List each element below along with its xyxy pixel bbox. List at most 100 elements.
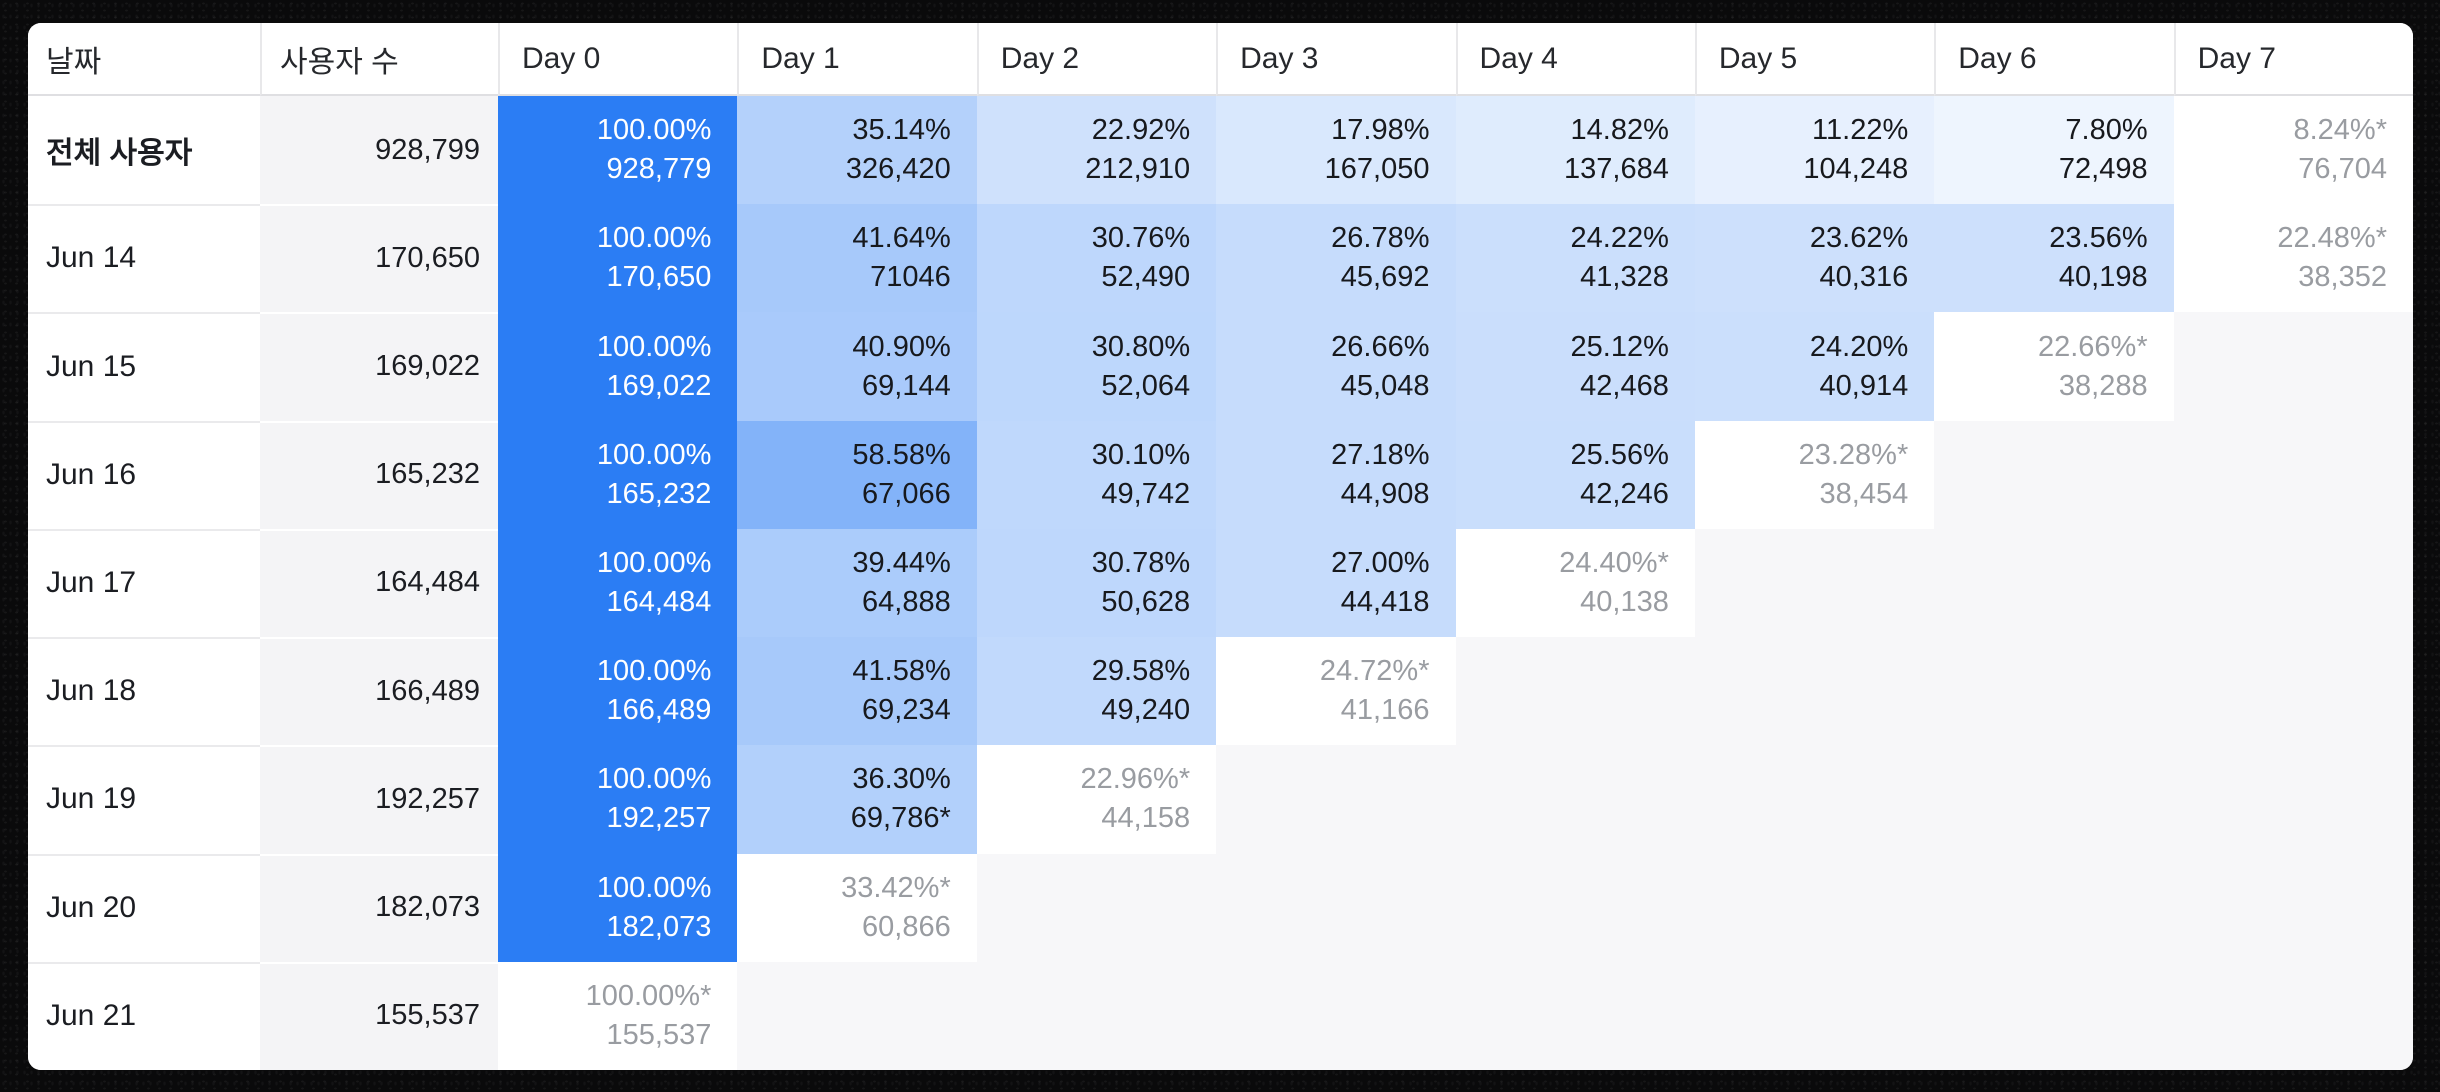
retention-cell-day-0[interactable]: 100.00% 182,073 (498, 853, 738, 962)
retention-cell-day-4 (1455, 637, 1695, 746)
retention-percent: 23.62% (1809, 222, 1909, 255)
retention-cell-day-1[interactable]: 39.44% 64,888 (737, 528, 977, 638)
retention-count: 52,490 (1101, 261, 1191, 294)
users-count: 155,537 (260, 961, 498, 1070)
retention-percent: 27.00% (1331, 546, 1430, 579)
retention-percent: 22.92% (1091, 114, 1191, 147)
retention-cell-day-0[interactable]: 100.00% 165,232 (498, 420, 738, 529)
retention-percent: 100.00%* (585, 979, 712, 1012)
retention-cell-day-5[interactable]: 23.62% 40,316 (1694, 204, 1935, 313)
retention-count: 40,914 (1819, 369, 1909, 402)
retention-cell-day-2[interactable]: 30.10% 49,742 (976, 420, 1217, 529)
retention-cell-day-4[interactable]: 25.56% 42,246 (1455, 420, 1695, 529)
retention-count: 45,048 (1340, 369, 1430, 402)
retention-cell-day-3[interactable]: 27.00% 44,418 (1216, 528, 1456, 638)
retention-cell-day-3[interactable]: 17.98% 167,050 (1216, 96, 1456, 205)
retention-percent: 24.72%* (1319, 655, 1430, 688)
retention-count: 67,066 (862, 477, 951, 510)
retention-count: 166,489 (606, 694, 712, 727)
retention-cell-day-1[interactable]: 58.58% 67,066 (737, 420, 977, 529)
retention-cell-day-7 (2173, 637, 2413, 746)
retention-cell-day-1 (737, 961, 977, 1070)
retention-cell-day-4[interactable]: 25.12% 42,468 (1455, 312, 1695, 421)
retention-cell-day-7[interactable]: 8.24%* 76,704 (2173, 96, 2413, 205)
retention-cell-day-6 (1934, 528, 2174, 638)
retention-count: 170,650 (606, 261, 712, 294)
retention-percent: 26.78% (1331, 222, 1430, 255)
retention-count: 49,240 (1101, 694, 1191, 727)
retention-cell-day-1[interactable]: 35.14% 326,420 (737, 96, 977, 205)
retention-cell-day-7[interactable]: 22.48%* 38,352 (2173, 204, 2413, 313)
retention-cell-day-0[interactable]: 100.00% 166,489 (498, 637, 738, 746)
retention-count: 326,420 (845, 153, 951, 186)
retention-cell-day-0[interactable]: 100.00% 928,779 (498, 96, 738, 205)
retention-count: 42,468 (1580, 369, 1669, 402)
retention-cell-day-1[interactable]: 41.58% 69,234 (737, 637, 977, 746)
retention-percent: 24.40%* (1559, 546, 1669, 579)
column-header-date: 날짜 (28, 23, 260, 96)
retention-cell-day-5 (1694, 853, 1935, 962)
retention-cell-day-6[interactable]: 7.80% 72,498 (1934, 96, 2174, 205)
retention-cell-day-4[interactable]: 24.22% 41,328 (1455, 204, 1695, 313)
retention-count: 45,692 (1340, 261, 1430, 294)
row-label: Jun 21 (28, 961, 260, 1070)
users-count: 928,799 (260, 96, 498, 205)
retention-cell-day-1[interactable]: 33.42%* 60,866 (737, 853, 977, 962)
retention-cell-day-2[interactable]: 30.78% 50,628 (976, 528, 1217, 638)
retention-cell-day-2[interactable]: 30.80% 52,064 (976, 312, 1217, 421)
retention-cell-day-1[interactable]: 40.90% 69,144 (737, 312, 977, 421)
retention-cell-day-2 (976, 961, 1217, 1070)
retention-cell-day-4[interactable]: 24.40%* 40,138 (1455, 528, 1695, 638)
retention-cell-day-0[interactable]: 100.00%* 155,537 (498, 961, 738, 1070)
retention-cell-day-3[interactable]: 26.66% 45,048 (1216, 312, 1456, 421)
retention-cell-day-2[interactable]: 22.92% 212,910 (976, 96, 1217, 205)
retention-cell-day-5[interactable]: 23.28%* 38,454 (1694, 420, 1935, 529)
row-label: Jun 17 (28, 528, 260, 638)
retention-percent: 41.64% (852, 222, 951, 255)
retention-cell-day-6 (1934, 961, 2174, 1070)
retention-percent: 30.76% (1091, 222, 1191, 255)
retention-count: 38,352 (2298, 261, 2387, 294)
retention-cell-day-1[interactable]: 36.30% 69,786* (737, 745, 977, 854)
retention-percent: 26.66% (1331, 330, 1430, 363)
retention-cell-day-4[interactable]: 14.82% 137,684 (1455, 96, 1695, 205)
retention-cell-day-2 (976, 853, 1217, 962)
retention-cell-day-6 (1934, 420, 2174, 529)
retention-percent: 22.48%* (2277, 222, 2387, 255)
row-label: 전체 사용자 (28, 96, 260, 205)
retention-cell-day-0[interactable]: 100.00% 170,650 (498, 204, 738, 313)
retention-cell-day-0[interactable]: 100.00% 169,022 (498, 312, 738, 421)
retention-cell-day-0[interactable]: 100.00% 164,484 (498, 528, 738, 638)
users-count: 192,257 (260, 745, 498, 854)
column-header-day-3: Day 3 (1216, 23, 1456, 96)
retention-cell-day-2[interactable]: 30.76% 52,490 (976, 204, 1217, 313)
retention-count: 69,144 (862, 369, 951, 402)
retention-percent: 23.28%* (1798, 438, 1909, 471)
retention-percent: 58.58% (852, 438, 951, 471)
retention-cell-day-6 (1934, 637, 2174, 746)
retention-cell-day-3[interactable]: 24.72%* 41,166 (1216, 637, 1456, 746)
retention-cell-day-5[interactable]: 24.20% 40,914 (1694, 312, 1935, 421)
retention-percent: 14.82% (1570, 114, 1669, 147)
retention-count: 137,684 (1564, 153, 1669, 186)
retention-cell-day-2[interactable]: 29.58% 49,240 (976, 637, 1217, 746)
retention-cell-day-0[interactable]: 100.00% 192,257 (498, 745, 738, 854)
retention-count: 44,158 (1101, 802, 1191, 835)
retention-count: 164,484 (606, 585, 712, 618)
retention-cell-day-3[interactable]: 26.78% 45,692 (1216, 204, 1456, 313)
retention-cell-day-3[interactable]: 27.18% 44,908 (1216, 420, 1456, 529)
retention-table: 날짜 사용자 수 Day 0 Day 1 Day 2 Day 3 Day 4 Day 5 Day… (28, 23, 2413, 1070)
retention-count: 72,498 (2058, 153, 2148, 186)
retention-count: 155,537 (606, 1018, 712, 1051)
retention-cell-day-6 (1934, 853, 2174, 962)
retention-cell-day-6[interactable]: 23.56% 40,198 (1934, 204, 2174, 313)
retention-cell-day-1[interactable]: 41.64% 71046 (737, 204, 977, 313)
users-count: 166,489 (260, 637, 498, 746)
retention-cell-day-5[interactable]: 11.22% 104,248 (1694, 96, 1935, 205)
column-header-users: 사용자 수 (260, 23, 498, 96)
retention-cell-day-2[interactable]: 22.96%* 44,158 (976, 745, 1217, 854)
retention-count: 69,786* (850, 802, 951, 835)
retention-cell-day-5 (1694, 961, 1935, 1070)
retention-count: 44,908 (1340, 477, 1430, 510)
retention-cell-day-6[interactable]: 22.66%* 38,288 (1934, 312, 2174, 421)
